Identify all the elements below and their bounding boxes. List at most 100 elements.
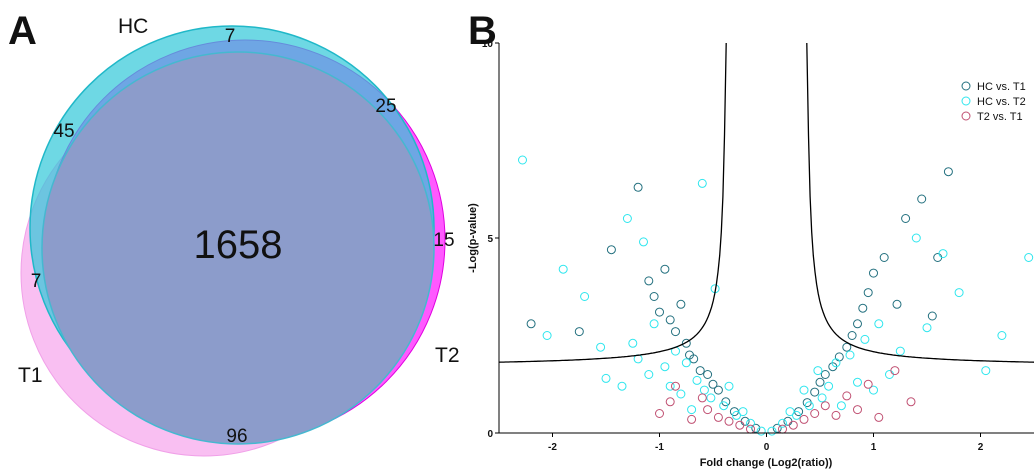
data-point [810, 409, 820, 418]
data-point [580, 292, 590, 301]
data-point [660, 264, 670, 274]
data-point [740, 416, 750, 426]
data-point [863, 288, 873, 298]
venn-label-t1: T1 [18, 364, 43, 387]
data-point [558, 264, 568, 274]
data-point [708, 379, 718, 389]
x-tick-label: 1 [871, 442, 877, 453]
data-point [885, 370, 894, 379]
axis-ticks: -2 -1 0 1 2 0 5 10 [482, 39, 984, 453]
data-point [542, 331, 552, 340]
data-point [810, 387, 820, 397]
data-point [824, 381, 834, 391]
panel-a-label: A [8, 9, 37, 53]
data-point [735, 420, 745, 430]
x-tick-label: -2 [548, 442, 557, 453]
y-axis-title: -Log(p-value) [467, 203, 479, 273]
data-point [820, 370, 830, 379]
legend-label-hc-vs-t2: HC vs. T2 [977, 96, 1026, 108]
data-point [831, 410, 841, 420]
data-point [687, 405, 697, 415]
data-point [767, 426, 777, 436]
data-point [706, 393, 716, 403]
data-point [713, 412, 723, 422]
data-point [526, 319, 536, 329]
data-point [845, 350, 855, 360]
data-point [719, 401, 729, 411]
venn-count-hc-t1: 45 [53, 121, 74, 142]
venn-count-t1-only: 7 [31, 271, 42, 292]
data-point [622, 214, 632, 223]
data-point [665, 381, 675, 391]
data-point [917, 194, 927, 204]
y-tick-label: 10 [482, 39, 494, 50]
data-point [802, 398, 812, 408]
data-point [858, 303, 868, 313]
data-point [746, 424, 755, 434]
data-point [665, 397, 675, 407]
data-point [692, 375, 702, 385]
data-point [606, 245, 616, 255]
data-point [842, 391, 852, 401]
data-point [863, 379, 873, 389]
data-point [890, 366, 900, 376]
threshold-curve-left [498, 42, 727, 363]
data-point [817, 393, 827, 403]
data-point [778, 424, 787, 434]
data-point [772, 423, 782, 433]
data-point [815, 377, 825, 387]
venn-common-region [41, 51, 435, 445]
data-point [649, 292, 659, 301]
data-point [799, 385, 809, 395]
legend-label-t2-vs-t1: T2 vs. T1 [977, 111, 1023, 123]
venn-label-t2: T2 [435, 344, 460, 367]
data-point [655, 307, 664, 317]
data-point [713, 385, 723, 395]
data-point [732, 410, 741, 420]
data-point [697, 393, 707, 403]
venn-count-t1-t2: 96 [226, 426, 247, 447]
x-tick-label: -1 [655, 442, 664, 453]
data-point [649, 319, 659, 329]
venn-count-hc-only: 7 [225, 26, 236, 47]
data-point [879, 253, 889, 262]
panel-b-label: B [468, 9, 497, 53]
data-point [699, 385, 709, 395]
data-point [813, 366, 823, 376]
data-point [689, 354, 699, 364]
data-point [892, 299, 902, 309]
data-point [655, 409, 664, 418]
threshold-curve-right [806, 42, 1034, 363]
data-point [853, 377, 862, 387]
panel-a-venn: A HC T1 T2 1658 7 25 45 15 7 96 [8, 9, 460, 457]
data-point [853, 319, 862, 329]
y-tick-label: 0 [487, 429, 493, 440]
data-point [633, 182, 643, 192]
data-point [981, 366, 991, 376]
x-tick-label: 0 [764, 442, 770, 453]
data-point [518, 155, 527, 165]
data-point [724, 381, 734, 391]
legend-marker-hc-vs-t2 [961, 96, 971, 106]
data-point [906, 397, 916, 407]
scatter-points [518, 155, 1034, 436]
venn-count-hc-t2: 25 [375, 96, 396, 117]
data-point [628, 338, 638, 348]
data-point [831, 358, 841, 368]
data-point [792, 410, 801, 420]
data-point [724, 416, 734, 426]
data-point [954, 288, 964, 298]
data-point [922, 323, 932, 333]
legend: HC vs. T1 HC vs. T2 T2 vs. T1 [961, 81, 1026, 123]
data-point [785, 407, 795, 417]
data-point [836, 401, 846, 411]
data-point [938, 249, 948, 259]
data-point [911, 233, 921, 243]
venn-label-hc: HC [118, 15, 148, 38]
legend-marker-t2-vs-t1 [961, 111, 971, 121]
data-point [703, 405, 713, 415]
data-point [901, 214, 911, 223]
data-point [869, 268, 878, 278]
